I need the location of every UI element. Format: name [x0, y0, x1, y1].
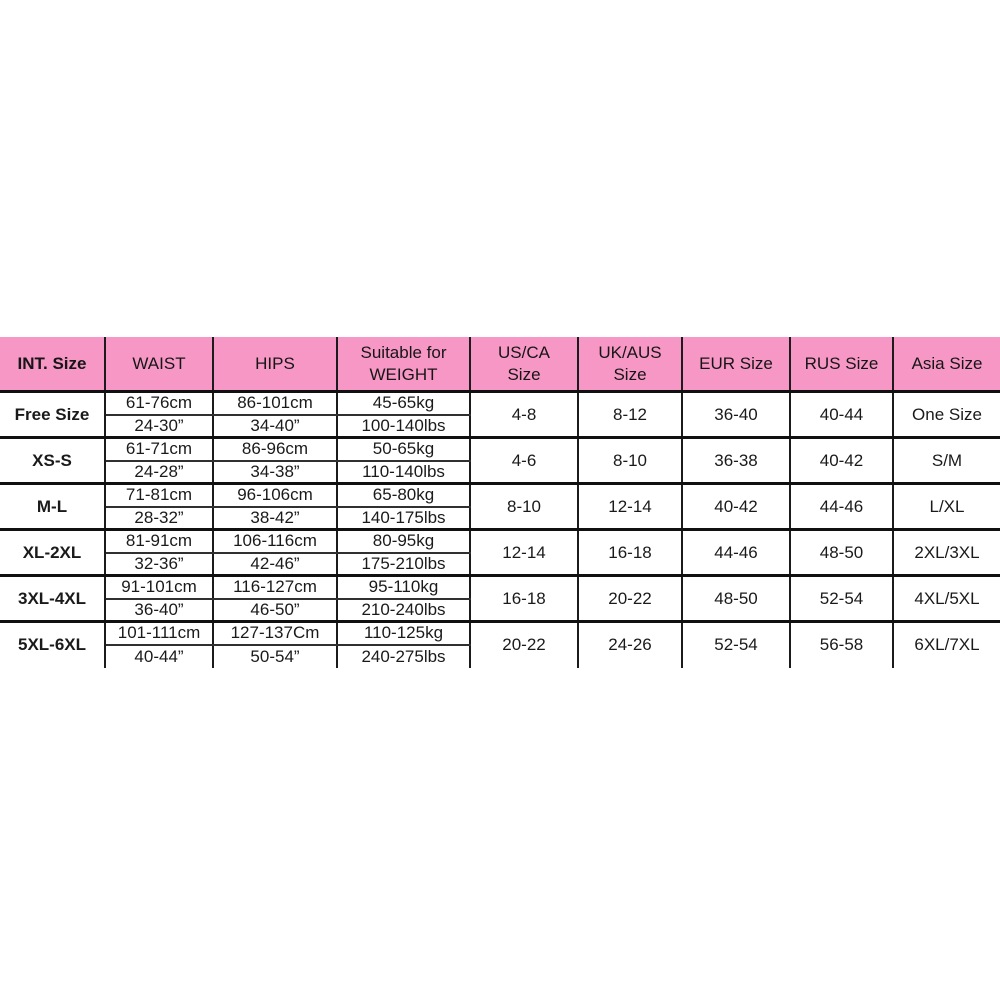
cell-rus-size: 56-58	[789, 621, 894, 668]
cell-hips-in: 38-42”	[212, 506, 338, 531]
cell-hips-cm: 86-101cm	[212, 391, 338, 416]
cell-weight-lbs: 240-275lbs	[336, 644, 471, 668]
size-chart-table: INT. Size WAIST HIPS Suitable for WEIGHT…	[0, 337, 1000, 668]
cell-weight-kg: 50-65kg	[336, 437, 471, 462]
cell-weight-lbs: 110-140lbs	[336, 460, 471, 485]
size-row: XS-S 61-71cm 86-96cm 50-65kg 4-6 8-10 36-38 40-…	[0, 437, 1000, 485]
cell-eur-size: 36-38	[681, 437, 791, 485]
size-subrow: 40-44” 50-54” 240-275lbs	[0, 644, 1000, 668]
header-cell-us-ca-size: US/CA Size	[469, 337, 579, 393]
cell-us-ca-size: 4-6	[469, 437, 579, 485]
cell-int-size: 5XL-6XL	[0, 621, 106, 668]
cell-waist-cm: 91-101cm	[104, 575, 214, 600]
cell-uk-aus-size: 8-10	[577, 437, 683, 485]
cell-waist-cm: 71-81cm	[104, 483, 214, 508]
header-cell-uk-aus-size: UK/AUS Size	[577, 337, 683, 393]
size-row: XL-2XL 81-91cm 106-116cm 80-95kg 12-14 16-18 4…	[0, 529, 1000, 577]
cell-asia-size: 6XL/7XL	[892, 621, 1000, 668]
cell-eur-size: 48-50	[681, 575, 791, 623]
cell-us-ca-size: 20-22	[469, 621, 579, 668]
cell-waist-in: 36-40”	[104, 598, 214, 623]
header-cell-rus-size: RUS Size	[789, 337, 894, 393]
cell-rus-size: 40-44	[789, 391, 894, 439]
size-subrow: 24-28” 34-38” 110-140lbs	[0, 460, 1000, 485]
header-cell-hips: HIPS	[212, 337, 338, 393]
cell-uk-aus-size: 16-18	[577, 529, 683, 577]
size-subrow: 28-32” 38-42” 140-175lbs	[0, 506, 1000, 531]
cell-us-ca-size: 8-10	[469, 483, 579, 531]
cell-int-size: 3XL-4XL	[0, 575, 106, 623]
header-cell-weight: Suitable for WEIGHT	[336, 337, 471, 393]
size-subrow: 24-30” 34-40” 100-140lbs	[0, 414, 1000, 439]
cell-waist-cm: 61-76cm	[104, 391, 214, 416]
cell-us-ca-size: 4-8	[469, 391, 579, 439]
cell-waist-cm: 61-71cm	[104, 437, 214, 462]
cell-waist-in: 32-36”	[104, 552, 214, 577]
cell-eur-size: 44-46	[681, 529, 791, 577]
cell-weight-lbs: 100-140lbs	[336, 414, 471, 439]
cell-weight-lbs: 140-175lbs	[336, 506, 471, 531]
size-row: M-L 71-81cm 96-106cm 65-80kg 8-10 12-14 40-42 4…	[0, 483, 1000, 531]
cell-weight-lbs: 175-210lbs	[336, 552, 471, 577]
cell-waist-in: 28-32”	[104, 506, 214, 531]
cell-waist-in: 24-28”	[104, 460, 214, 485]
cell-eur-size: 36-40	[681, 391, 791, 439]
cell-asia-size: L/XL	[892, 483, 1000, 531]
size-table-body: Free Size 61-76cm 86-101cm 45-65kg 4-8 8-12 36…	[0, 391, 1000, 668]
table-header-row: INT. Size WAIST HIPS Suitable for WEIGHT…	[0, 337, 1000, 393]
cell-waist-cm: 101-111cm	[104, 621, 214, 646]
size-row: 3XL-4XL 91-101cm 116-127cm 95-110kg 16-18 20-…	[0, 575, 1000, 623]
cell-hips-cm: 116-127cm	[212, 575, 338, 600]
cell-waist-in: 24-30”	[104, 414, 214, 439]
cell-rus-size: 40-42	[789, 437, 894, 485]
size-row: 5XL-6XL 101-111cm 127-137Cm 110-125kg 20-22 2…	[0, 621, 1000, 668]
cell-uk-aus-size: 8-12	[577, 391, 683, 439]
cell-hips-cm: 96-106cm	[212, 483, 338, 508]
header-cell-int-size: INT. Size	[0, 337, 106, 393]
header-cell-waist: WAIST	[104, 337, 214, 393]
cell-int-size: XS-S	[0, 437, 106, 485]
size-subrow: 32-36” 42-46” 175-210lbs	[0, 552, 1000, 577]
cell-eur-size: 52-54	[681, 621, 791, 668]
cell-waist-cm: 81-91cm	[104, 529, 214, 554]
cell-weight-kg: 95-110kg	[336, 575, 471, 600]
cell-hips-in: 42-46”	[212, 552, 338, 577]
cell-us-ca-size: 16-18	[469, 575, 579, 623]
cell-rus-size: 52-54	[789, 575, 894, 623]
size-subrow: 36-40” 46-50” 210-240lbs	[0, 598, 1000, 623]
cell-hips-cm: 127-137Cm	[212, 621, 338, 646]
cell-weight-lbs: 210-240lbs	[336, 598, 471, 623]
cell-hips-in: 46-50”	[212, 598, 338, 623]
cell-asia-size: S/M	[892, 437, 1000, 485]
header-cell-eur-size: EUR Size	[681, 337, 791, 393]
cell-asia-size: 2XL/3XL	[892, 529, 1000, 577]
cell-asia-size: One Size	[892, 391, 1000, 439]
cell-uk-aus-size: 20-22	[577, 575, 683, 623]
cell-rus-size: 48-50	[789, 529, 894, 577]
cell-int-size: M-L	[0, 483, 106, 531]
cell-hips-cm: 106-116cm	[212, 529, 338, 554]
cell-int-size: Free Size	[0, 391, 106, 439]
cell-us-ca-size: 12-14	[469, 529, 579, 577]
cell-eur-size: 40-42	[681, 483, 791, 531]
cell-uk-aus-size: 12-14	[577, 483, 683, 531]
cell-hips-cm: 86-96cm	[212, 437, 338, 462]
cell-weight-kg: 45-65kg	[336, 391, 471, 416]
cell-hips-in: 50-54”	[212, 644, 338, 668]
cell-uk-aus-size: 24-26	[577, 621, 683, 668]
cell-waist-in: 40-44”	[104, 644, 214, 668]
cell-int-size: XL-2XL	[0, 529, 106, 577]
cell-weight-kg: 110-125kg	[336, 621, 471, 646]
cell-asia-size: 4XL/5XL	[892, 575, 1000, 623]
cell-weight-kg: 65-80kg	[336, 483, 471, 508]
cell-hips-in: 34-38”	[212, 460, 338, 485]
size-chart: INT. Size WAIST HIPS Suitable for WEIGHT…	[0, 337, 1000, 668]
cell-weight-kg: 80-95kg	[336, 529, 471, 554]
header-cell-asia-size: Asia Size	[892, 337, 1000, 393]
size-row: Free Size 61-76cm 86-101cm 45-65kg 4-8 8-12 36…	[0, 391, 1000, 439]
cell-hips-in: 34-40”	[212, 414, 338, 439]
cell-rus-size: 44-46	[789, 483, 894, 531]
